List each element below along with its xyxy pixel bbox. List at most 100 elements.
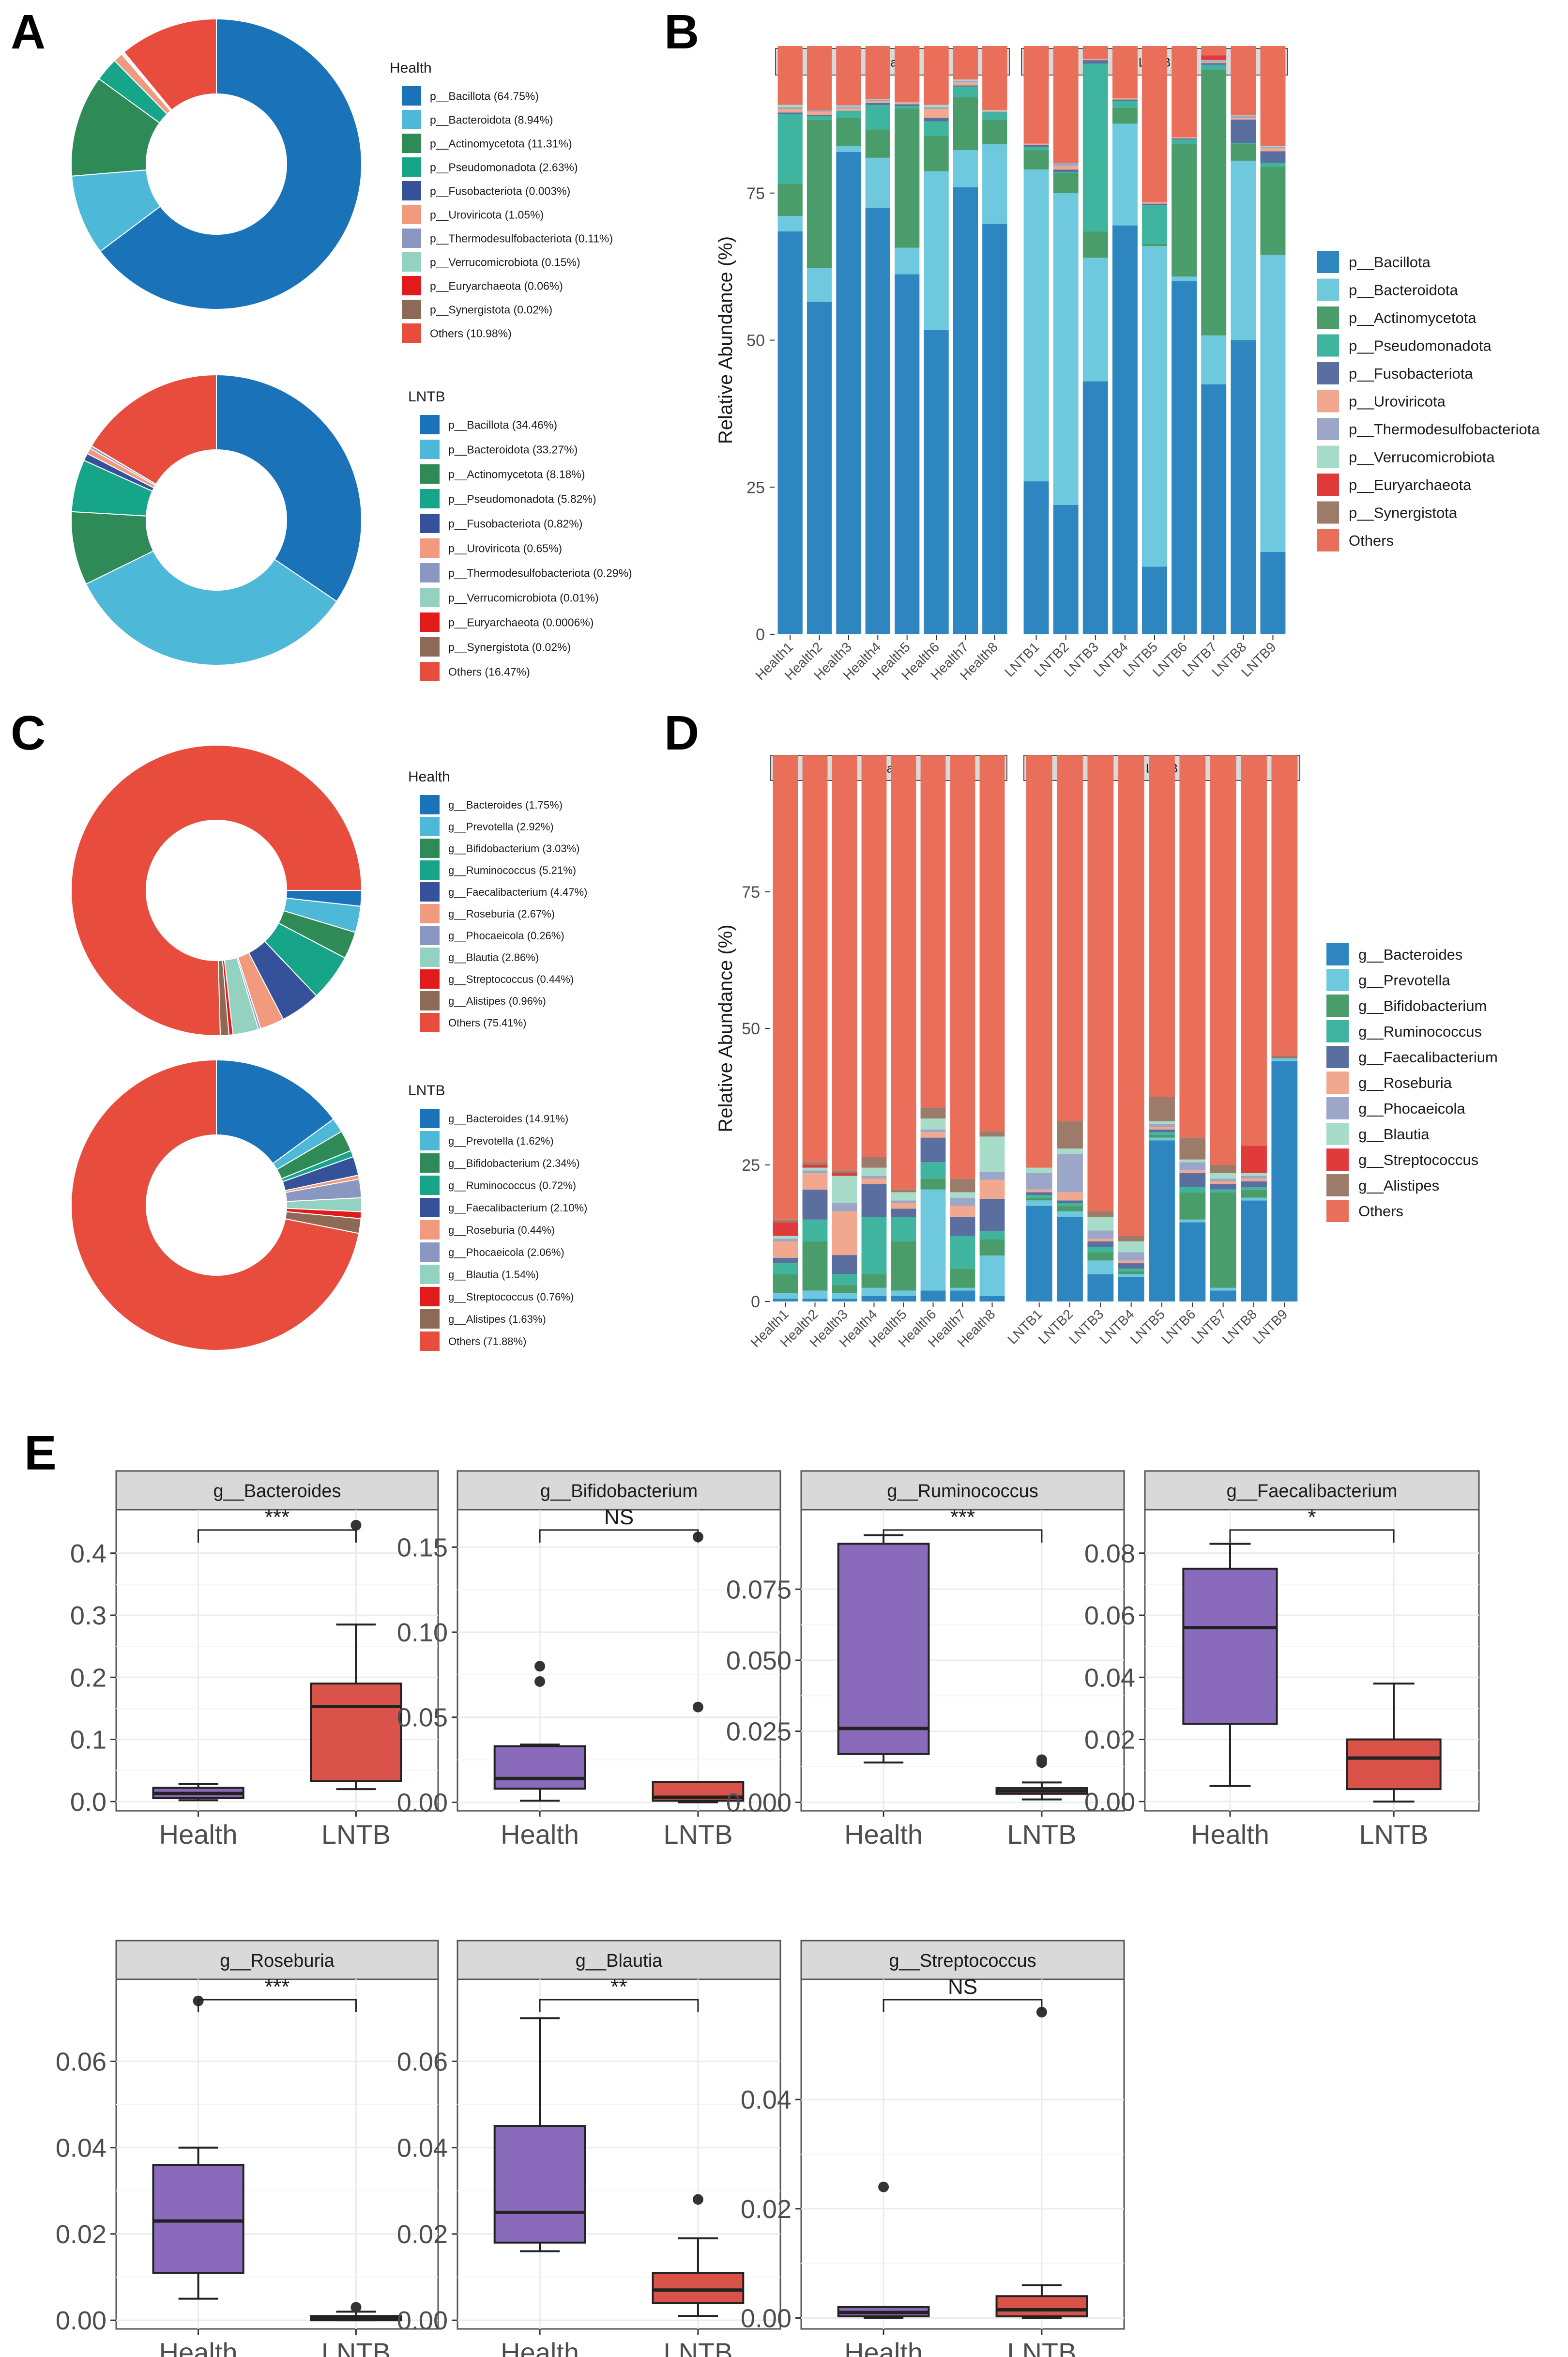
bar-segment-Health8-g__Ruminococcus (979, 1231, 1005, 1240)
bar-segment-LNTB9-p__Fusobacteriota (1260, 151, 1286, 163)
bar-segment-Health2-g__Roseburia (802, 1173, 828, 1190)
bar-segment-Health7-g__Ruminococcus (950, 1236, 975, 1269)
bar-segment-LNTB7-p__Bacillota (1201, 384, 1227, 634)
legend-item-label: g__Roseburia (0.44%) (448, 1224, 555, 1236)
bar-segment-Health3-Others (832, 755, 857, 1171)
legend-swatch (402, 300, 421, 319)
bar-segment-Health2-p__Fusobacteriota (807, 115, 832, 116)
x-tick-label: Health (159, 2337, 238, 2357)
bar-segment-LNTB4-g__Prevotella (1118, 1274, 1144, 1277)
bar-segment-LNTB1-g__Bacteroides (1026, 1206, 1052, 1301)
x-tick-label: LNTB5 (1127, 1306, 1168, 1347)
bar-segment-Health3-Others (836, 46, 861, 106)
legend-item-label: g__Alistipes (0.96%) (448, 995, 546, 1007)
y-tick-label: 0.10 (397, 1618, 448, 1647)
bar-segment-Health4-p__Fusobacteriota (865, 103, 890, 105)
bar-segment-LNTB6-g__Bifidobacterium (1179, 1192, 1206, 1220)
bar-segment-LNTB3-p__Bacillota (1082, 381, 1108, 634)
outlier-point (692, 2194, 703, 2205)
legend-swatch (1317, 418, 1339, 440)
bar-segment-LNTB4-p__Uroviricota (1112, 98, 1138, 100)
legend-item-label: g__Blautia (1.54%) (448, 1269, 539, 1281)
bar-segment-LNTB1-p__Fusobacteriota (1023, 145, 1049, 147)
legend-item-label: g__Phocaeicola (1358, 1100, 1465, 1117)
bar-segment-Health5-g__Phocaeicola (891, 1200, 916, 1203)
donut-slice-Others (71, 1059, 360, 1351)
x-tick-label: LNTB (1007, 2337, 1076, 2357)
bar-segment-LNTB9-p__Verrucomicrobiota (1260, 146, 1286, 147)
bar-segment-LNTB1-Others (1023, 46, 1049, 144)
bar-segment-Health1-Others (777, 46, 803, 105)
outlier-point (350, 2302, 362, 2313)
box-Health (493, 2125, 586, 2244)
legend-swatch (1326, 1148, 1349, 1171)
legend-swatch (420, 991, 440, 1010)
bar-segment-LNTB9-g__Prevotella (1271, 1058, 1298, 1061)
bar-segment-Health4-g__Prevotella (861, 1287, 887, 1296)
bar-segment-Health3-g__Roseburia (832, 1211, 857, 1255)
bar-segment-Health1-p__Actinomycetota (777, 184, 803, 216)
bar-segment-LNTB2-Others (1057, 755, 1083, 1121)
bar-segment-LNTB5-p__Bacteroidota (1142, 246, 1167, 567)
bar-segment-Health2-Others (807, 46, 832, 111)
bar-segment-LNTB2-p__Thermodesulfobacteriota (1053, 163, 1079, 166)
legend-item-label: g__Alistipes (1358, 1177, 1439, 1194)
bar-segment-Health2-g__Phocaeicola (802, 1170, 828, 1173)
legend-swatch (402, 181, 421, 200)
legend-item-label: Others (75.41%) (448, 1017, 526, 1029)
bar-segment-LNTB7-g__Faecalibacterium (1210, 1184, 1236, 1190)
bar-segment-Health5-p__Bacillota (895, 274, 920, 634)
legend-swatch (420, 1242, 440, 1262)
bar-segment-LNTB1-Others (1026, 755, 1052, 1168)
legend-item-label: p__Synergistota (1349, 505, 1458, 521)
legend-item-label: g__Faecalibacterium (2.10%) (448, 1202, 587, 1214)
bar-segment-Health7-p__Verrucomicrobiota (953, 79, 978, 81)
y-axis-label: Relative Abundance (%) (715, 924, 736, 1132)
bar-segment-LNTB8-Others (1241, 755, 1267, 1146)
legend-swatch (420, 464, 440, 484)
bar-segment-LNTB3-Others (1087, 755, 1114, 1211)
y-tick-label: 0.06 (1084, 1601, 1135, 1630)
bar-segment-Health8-p__Actinomycetota (982, 119, 1007, 144)
bar-segment-Health2-Others (802, 755, 828, 1163)
bar-segment-LNTB9-g__Bacteroides (1271, 1061, 1298, 1301)
legend-swatch (402, 86, 421, 106)
panel-label-A: A (11, 5, 46, 59)
bar-segment-Health6-g__Bacteroides (920, 1290, 946, 1301)
bar-segment-LNTB9-p__Bacteroidota (1260, 255, 1286, 552)
legend-title: LNTB (408, 1083, 445, 1099)
significance-label: ** (610, 1975, 627, 1999)
bar-segment-LNTB8-g__Bifidobacterium (1241, 1189, 1267, 1198)
bar-segment-Health6-p__Fusobacteriota (924, 118, 949, 122)
bar-segment-LNTB7-g__Roseburia (1210, 1181, 1236, 1184)
donut-C-lntb (71, 1059, 362, 1351)
bar-segment-LNTB3-g__Bacteroides (1087, 1274, 1114, 1301)
significance-bracket (883, 1999, 1043, 2012)
bar-segment-LNTB3-p__Uroviricota (1082, 59, 1108, 61)
bar-segment-LNTB1-g__Blautia (1026, 1167, 1052, 1173)
significance-bracket (198, 1529, 357, 1543)
box-Health (493, 1745, 586, 1790)
legend-item-label: g__Phocaeicola (2.06%) (448, 1246, 564, 1258)
bar-segment-LNTB4-Others (1118, 755, 1144, 1236)
bar-segment-LNTB7-p__Verrucomicrobiota (1201, 60, 1227, 61)
significance-bracket (1229, 1529, 1395, 1543)
bar-segment-LNTB6-p__Pseudomonadota (1172, 139, 1197, 144)
bar-segment-LNTB7-p__Actinomycetota (1201, 69, 1227, 336)
bar-segment-LNTB3-g__Alistipes (1087, 1211, 1114, 1217)
bar-segment-Health4-p__Uroviricota (865, 100, 890, 103)
legend-swatch (420, 795, 440, 814)
legend-swatch (1317, 334, 1339, 357)
bar-segment-LNTB4-g__Bifidobacterium (1118, 1271, 1144, 1274)
bar-segment-Health7-p__Fusobacteriota (953, 85, 978, 87)
bar-segment-Health8-p__Uroviricota (982, 111, 1007, 112)
bar-segment-Health6-p__Bacteroidota (924, 171, 949, 330)
bar-segment-Health8-g__Faecalibacterium (979, 1198, 1005, 1231)
legend-swatch (420, 1220, 440, 1240)
bar-segment-Health1-p__Bacillota (777, 231, 803, 635)
y-tick-label: 0.050 (726, 1646, 792, 1675)
legend-item-label: p__Pseudomonadota (1349, 337, 1492, 354)
legend-item-label: g__Blautia (1358, 1126, 1430, 1143)
bar-segment-Health4-p__Actinomycetota (865, 129, 890, 158)
bar-segment-LNTB6-g__Faecalibacterium (1179, 1173, 1206, 1187)
